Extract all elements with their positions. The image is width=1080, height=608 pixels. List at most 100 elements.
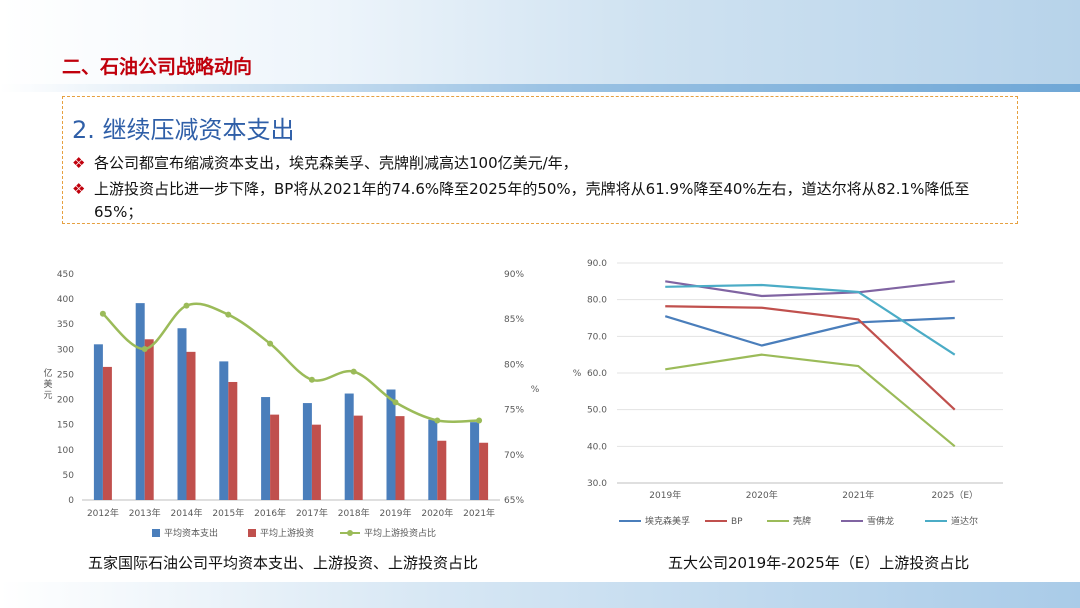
x-tick-label: 2025（E） bbox=[931, 490, 978, 501]
legend-label: 雪佛龙 bbox=[867, 515, 894, 527]
series-line bbox=[665, 280, 955, 298]
y2-tick-label: 70% bbox=[504, 451, 524, 461]
bar-capex bbox=[470, 422, 480, 500]
bar-capex bbox=[261, 397, 271, 500]
bar-upstream bbox=[353, 415, 363, 500]
y-axis-label: 美 bbox=[43, 378, 52, 390]
legend-label: 平均资本支出 bbox=[164, 527, 218, 539]
share-point bbox=[434, 417, 441, 424]
bullet-2-text: 上游投资占比进一步下降，BP将从2021年的74.6%降至2025年的50%，壳… bbox=[94, 180, 970, 198]
legend-swatch bbox=[248, 529, 256, 537]
bar-upstream bbox=[144, 339, 154, 500]
y-tick-label: 250 bbox=[57, 370, 74, 380]
legend-label: 平均上游投资占比 bbox=[364, 527, 436, 539]
y2-axis-label: % bbox=[531, 385, 540, 395]
share-point bbox=[350, 368, 357, 375]
y-axis-label: 元 bbox=[43, 391, 52, 401]
y-axis-label: 亿 bbox=[43, 367, 52, 379]
y-tick-label: 0 bbox=[68, 496, 74, 506]
y-tick-label: 70.0 bbox=[587, 332, 607, 342]
y-tick-label: 450 bbox=[57, 270, 74, 280]
bullet-2-continuation: 65%； bbox=[94, 203, 143, 221]
bar-upstream bbox=[270, 414, 280, 500]
bar-upstream bbox=[437, 440, 447, 500]
series-line bbox=[665, 305, 956, 411]
y-tick-label: 50.0 bbox=[587, 406, 607, 416]
series-line bbox=[665, 353, 956, 448]
bar-upstream bbox=[395, 416, 405, 500]
legend-swatch bbox=[152, 529, 160, 537]
x-tick-label: 2020年 bbox=[421, 507, 453, 519]
legend-label: 道达尔 bbox=[951, 515, 978, 527]
header-band bbox=[0, 0, 1080, 92]
x-tick-label: 2014年 bbox=[171, 507, 203, 519]
bullet-1: ❖ 各公司都宣布缩减资本支出，埃克森美孚、壳牌削减高达100亿美元/年， bbox=[72, 152, 1007, 175]
bar-upstream bbox=[186, 351, 196, 500]
share-point bbox=[141, 346, 148, 353]
y-tick-label: 50 bbox=[63, 471, 75, 481]
x-tick-label: 2016年 bbox=[254, 507, 286, 519]
y2-tick-label: 90% bbox=[504, 270, 524, 280]
share-point bbox=[183, 302, 190, 309]
y-tick-label: 80.0 bbox=[587, 296, 607, 306]
series-line bbox=[665, 283, 956, 356]
x-tick-label: 2017年 bbox=[296, 507, 328, 519]
y2-tick-label: 75% bbox=[504, 406, 524, 416]
legend-label: 壳牌 bbox=[793, 515, 811, 527]
bar-upstream bbox=[228, 381, 238, 500]
slide-title: 二、石油公司战略动向 bbox=[62, 56, 253, 78]
y-tick-label: 40.0 bbox=[587, 442, 607, 452]
legend-label: 埃克森美孚 bbox=[645, 515, 690, 527]
share-point bbox=[99, 310, 106, 317]
bar-upstream bbox=[311, 424, 321, 500]
series-line bbox=[664, 315, 955, 347]
bar-capex bbox=[344, 393, 354, 500]
x-tick-label: 2021年 bbox=[463, 507, 495, 519]
x-tick-label: 2020年 bbox=[746, 489, 778, 501]
left-chart-caption: 五家国际石油公司平均资本支出、上游投资、上游投资占比 bbox=[88, 554, 479, 572]
x-tick-label: 2019年 bbox=[649, 489, 681, 501]
share-point bbox=[476, 417, 483, 424]
share-point bbox=[225, 311, 232, 318]
right-chart-caption: 五大公司2019年-2025年（E）上游投资占比 bbox=[668, 554, 970, 572]
share-point bbox=[267, 340, 274, 347]
bullet-mark-icon: ❖ bbox=[72, 154, 86, 172]
share-line bbox=[102, 302, 480, 424]
bar-capex bbox=[302, 403, 312, 500]
x-tick-label: 2012年 bbox=[87, 507, 119, 519]
y-tick-label: 100 bbox=[57, 446, 74, 456]
legend-swatch bbox=[347, 530, 353, 536]
x-tick-label: 2019年 bbox=[380, 507, 412, 519]
bullet-1-text: 各公司都宣布缩减资本支出，埃克森美孚、壳牌削减高达100亿美元/年， bbox=[94, 154, 578, 172]
legend-label: BP bbox=[731, 517, 743, 527]
upstream-share-chart: 30.0 40.0 50.0 60.0 70.0 80.0 90.0% 2019年 2020年 2… bbox=[573, 259, 1003, 527]
y-tick-label: 350 bbox=[57, 320, 74, 330]
bar-upstream bbox=[102, 366, 112, 500]
bar-capex bbox=[386, 389, 396, 500]
bar-capex bbox=[219, 361, 229, 500]
bar-capex bbox=[177, 328, 187, 500]
y-tick-label: 30.0 bbox=[587, 479, 607, 489]
y-tick-label: 300 bbox=[57, 345, 74, 355]
x-tick-label: 2015年 bbox=[212, 507, 244, 519]
legend-label: 平均上游投资 bbox=[260, 527, 314, 539]
y-tick-label: 400 bbox=[57, 295, 74, 305]
y-tick-label: 150 bbox=[57, 421, 74, 431]
content-box bbox=[62, 96, 1018, 224]
x-tick-label: 2018年 bbox=[338, 507, 370, 519]
y2-tick-label: 65% bbox=[504, 496, 524, 506]
y-tick-label: 60.0 bbox=[587, 369, 607, 379]
bar-capex bbox=[93, 344, 103, 500]
x-tick-label: 2013年 bbox=[129, 507, 161, 519]
bar-upstream bbox=[479, 442, 489, 500]
share-point bbox=[392, 399, 399, 406]
y-axis-label: % bbox=[573, 369, 582, 379]
footer-band bbox=[0, 582, 1080, 608]
bar-capex bbox=[428, 419, 438, 500]
bar-capex bbox=[135, 303, 145, 500]
y2-tick-label: 85% bbox=[504, 315, 524, 325]
y2-tick-label: 80% bbox=[504, 360, 524, 370]
bullet-mark-icon: ❖ bbox=[72, 180, 86, 198]
section-subtitle: 2. 继续压减资本支出 bbox=[72, 116, 295, 144]
capex-chart: 0 50 100 150 200 250 300 350 400 450 65% 70% 75% 80% 8… bbox=[43, 270, 540, 539]
